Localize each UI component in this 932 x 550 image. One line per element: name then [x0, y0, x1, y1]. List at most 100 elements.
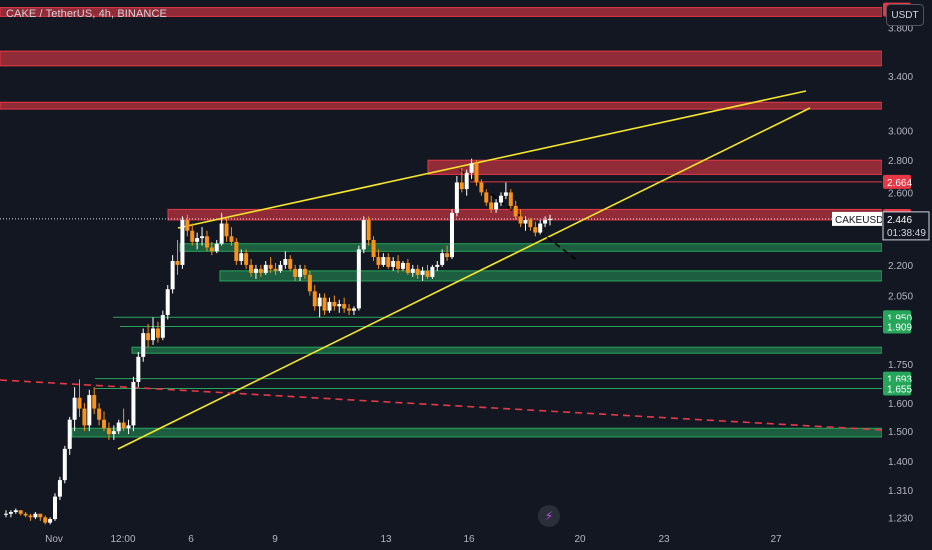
- resistance-zone[interactable]: [0, 50, 883, 67]
- candle-body: [33, 513, 38, 518]
- candle-body: [170, 260, 175, 290]
- lightning-icon: ⚡: [544, 509, 554, 523]
- candle-body: [479, 182, 484, 193]
- support-zone[interactable]: [71, 427, 883, 438]
- candle-body: [317, 297, 322, 307]
- last-price-label: 2.446: [887, 215, 912, 226]
- candle-body: [146, 333, 151, 341]
- price-axis: 3.800 3.400 3.000 2.800 2.600 2.200 2.050 1.750…: [832, 0, 932, 550]
- candle-body: [361, 219, 366, 250]
- candle-body: [28, 515, 33, 518]
- candle-body: [503, 192, 508, 196]
- candle-body: [239, 253, 244, 261]
- candle-body: [440, 253, 445, 265]
- candle-body: [13, 510, 18, 513]
- x-tick-label: 20: [574, 534, 586, 545]
- candle-body: [528, 219, 533, 228]
- candle-body: [386, 257, 391, 267]
- symbol-label: CAKEUSDT: [835, 215, 889, 226]
- candle-body: [155, 328, 160, 338]
- support-price-label: 1.950: [887, 313, 912, 324]
- candle-body: [160, 315, 165, 338]
- candle-body: [293, 268, 298, 277]
- candle-body: [498, 195, 503, 203]
- candle-body: [62, 448, 67, 481]
- last-price-badge: [882, 211, 930, 241]
- candle-body: [400, 262, 405, 269]
- candle-body: [268, 264, 273, 269]
- candle-body: [391, 260, 396, 267]
- candle-body: [204, 236, 209, 248]
- candle-body: [214, 243, 219, 252]
- support-zone[interactable]: [219, 270, 883, 282]
- candle-body: [445, 253, 450, 258]
- candle-body: [209, 247, 214, 252]
- candle-body: [533, 227, 538, 233]
- dashed-red-trendline[interactable]: [0, 379, 883, 431]
- candle-body: [430, 266, 435, 277]
- candle-body: [518, 216, 523, 224]
- candle-body: [464, 172, 469, 190]
- candle-body: [38, 513, 43, 518]
- candle-body: [332, 301, 337, 307]
- candle-body: [244, 253, 249, 265]
- y-tick-label: 3.000: [888, 126, 913, 137]
- candle-body: [415, 268, 420, 275]
- candle-body: [449, 212, 454, 258]
- candle-body: [126, 425, 131, 429]
- candle-body: [136, 356, 141, 382]
- candle-body: [356, 249, 361, 309]
- currency-button[interactable]: USDT: [886, 4, 924, 26]
- candle-body: [420, 270, 425, 275]
- candle-body: [53, 496, 58, 520]
- y-tick-label: 1.500: [888, 427, 913, 438]
- support-price-label: 1.693: [887, 375, 912, 386]
- candle-body: [92, 395, 97, 409]
- candle-body: [48, 519, 53, 523]
- candle-body: [376, 257, 381, 265]
- candle-body: [307, 274, 312, 292]
- candle-body: [121, 422, 126, 429]
- candle-body: [283, 259, 288, 265]
- candle-body: [538, 223, 543, 233]
- resistance-zone[interactable]: [427, 159, 883, 175]
- candle-body: [72, 397, 77, 420]
- tradingview-logo-icon[interactable]: ⚡: [538, 505, 560, 527]
- candle-body: [97, 408, 102, 420]
- countdown-label: 01:38:49: [887, 228, 926, 239]
- x-tick-label: 27: [770, 534, 782, 545]
- candle-body: [523, 219, 528, 224]
- candle-body: [342, 304, 347, 309]
- candle-body: [396, 260, 401, 269]
- candle-body: [23, 513, 28, 516]
- candle-body: [548, 218, 552, 220]
- candle-body: [298, 268, 303, 277]
- candle-body: [141, 333, 146, 357]
- candle-body: [87, 395, 92, 426]
- candle-body: [195, 238, 200, 242]
- support-price-label: 1.909: [887, 322, 912, 333]
- x-tick-label: Nov: [45, 534, 63, 545]
- candle-body: [366, 219, 371, 240]
- x-tick-label: 6: [188, 534, 194, 545]
- candle-body: [43, 517, 48, 523]
- candle-body: [494, 202, 499, 210]
- support-zone[interactable]: [131, 346, 883, 354]
- lower-trendline[interactable]: [117, 107, 811, 450]
- candle-body: [474, 163, 479, 183]
- candle-body: [102, 419, 107, 429]
- candle-body: [410, 268, 415, 273]
- candle-body: [278, 264, 283, 271]
- candle-body: [67, 419, 72, 449]
- upper-trendline[interactable]: [177, 90, 807, 229]
- candle-body: [249, 264, 254, 273]
- candle-body: [347, 308, 352, 311]
- candle-body: [302, 268, 307, 275]
- chart-title: CAKE / TetherUS, 4h, BINANCE: [6, 8, 167, 20]
- candle-body: [200, 236, 205, 239]
- time-axis: Nov 12:00 6 9 13 16 20 23 27: [45, 534, 782, 545]
- candle-body: [258, 268, 263, 273]
- candle-body: [454, 182, 459, 213]
- y-tick-label: 1.230: [888, 513, 913, 524]
